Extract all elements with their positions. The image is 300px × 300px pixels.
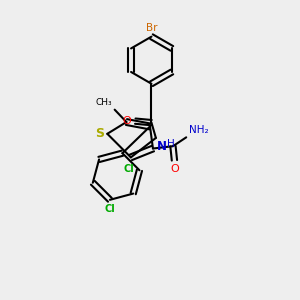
- Text: NH₂: NH₂: [189, 125, 209, 135]
- Text: Cl: Cl: [123, 164, 134, 174]
- Text: O: O: [122, 116, 131, 126]
- Text: CH₃: CH₃: [96, 98, 112, 107]
- Text: H: H: [167, 140, 175, 149]
- Text: N: N: [157, 140, 167, 153]
- Text: Br: Br: [146, 23, 157, 33]
- Text: Cl: Cl: [104, 204, 115, 214]
- Text: O: O: [170, 164, 179, 174]
- Text: S: S: [95, 127, 104, 140]
